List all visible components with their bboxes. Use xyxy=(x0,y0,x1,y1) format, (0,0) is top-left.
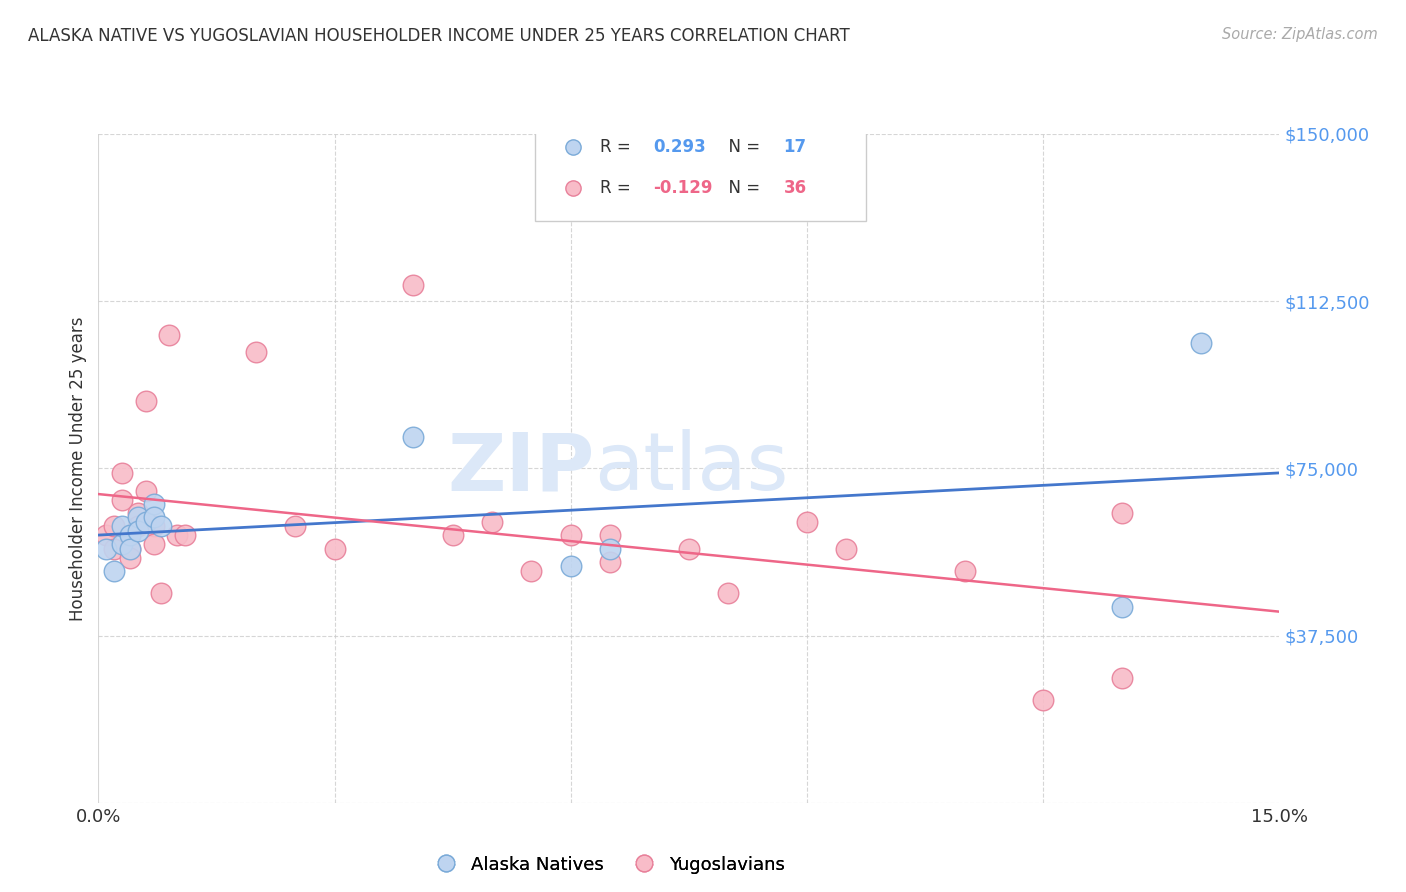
Point xyxy=(103,541,125,556)
Point xyxy=(127,524,149,538)
Point xyxy=(599,555,621,569)
Point xyxy=(111,537,134,551)
Point xyxy=(678,541,700,556)
Point xyxy=(560,528,582,542)
Point xyxy=(127,519,149,533)
Text: R =: R = xyxy=(600,179,637,197)
Point xyxy=(1111,671,1133,685)
Point xyxy=(118,541,141,556)
Point xyxy=(717,586,740,600)
Point xyxy=(111,492,134,507)
Point xyxy=(402,430,425,444)
Point xyxy=(96,528,118,542)
FancyBboxPatch shape xyxy=(536,114,866,221)
Point xyxy=(1189,336,1212,351)
Point xyxy=(118,550,141,565)
Point xyxy=(96,541,118,556)
Point xyxy=(127,506,149,520)
Point xyxy=(103,564,125,578)
Point xyxy=(166,528,188,542)
Point xyxy=(284,519,307,533)
Text: Source: ZipAtlas.com: Source: ZipAtlas.com xyxy=(1222,27,1378,42)
Text: 17: 17 xyxy=(783,137,807,155)
Point xyxy=(441,528,464,542)
Text: R =: R = xyxy=(600,137,637,155)
Point xyxy=(796,515,818,529)
Point xyxy=(1111,599,1133,614)
Point xyxy=(142,497,165,511)
Point xyxy=(481,515,503,529)
Point xyxy=(174,528,197,542)
Point xyxy=(118,541,141,556)
Point xyxy=(599,541,621,556)
Point xyxy=(323,541,346,556)
Point xyxy=(103,519,125,533)
Text: ALASKA NATIVE VS YUGOSLAVIAN HOUSEHOLDER INCOME UNDER 25 YEARS CORRELATION CHART: ALASKA NATIVE VS YUGOSLAVIAN HOUSEHOLDER… xyxy=(28,27,849,45)
Point xyxy=(835,541,858,556)
Point xyxy=(135,394,157,409)
Point xyxy=(135,483,157,498)
Point xyxy=(150,586,173,600)
Point xyxy=(1111,506,1133,520)
Point xyxy=(402,278,425,293)
Point xyxy=(142,519,165,533)
Point xyxy=(599,528,621,542)
Y-axis label: Householder Income Under 25 years: Householder Income Under 25 years xyxy=(69,316,87,621)
Point xyxy=(150,519,173,533)
Text: atlas: atlas xyxy=(595,429,789,508)
Text: -0.129: -0.129 xyxy=(654,179,713,197)
Point xyxy=(135,515,157,529)
Text: ZIP: ZIP xyxy=(447,429,595,508)
Legend: Alaska Natives, Yugoslavians: Alaska Natives, Yugoslavians xyxy=(420,848,792,880)
Point xyxy=(118,528,141,542)
Point xyxy=(127,510,149,524)
Text: 36: 36 xyxy=(783,179,807,197)
Text: N =: N = xyxy=(718,179,766,197)
Point xyxy=(245,345,267,359)
Text: 0.293: 0.293 xyxy=(654,137,706,155)
Point xyxy=(1032,693,1054,707)
Point xyxy=(142,510,165,524)
Point xyxy=(953,564,976,578)
Point xyxy=(560,559,582,574)
Point xyxy=(142,537,165,551)
Text: N =: N = xyxy=(718,137,766,155)
Point xyxy=(111,519,134,533)
Point xyxy=(118,528,141,542)
Point xyxy=(111,466,134,480)
Point xyxy=(157,327,180,342)
Point xyxy=(520,564,543,578)
